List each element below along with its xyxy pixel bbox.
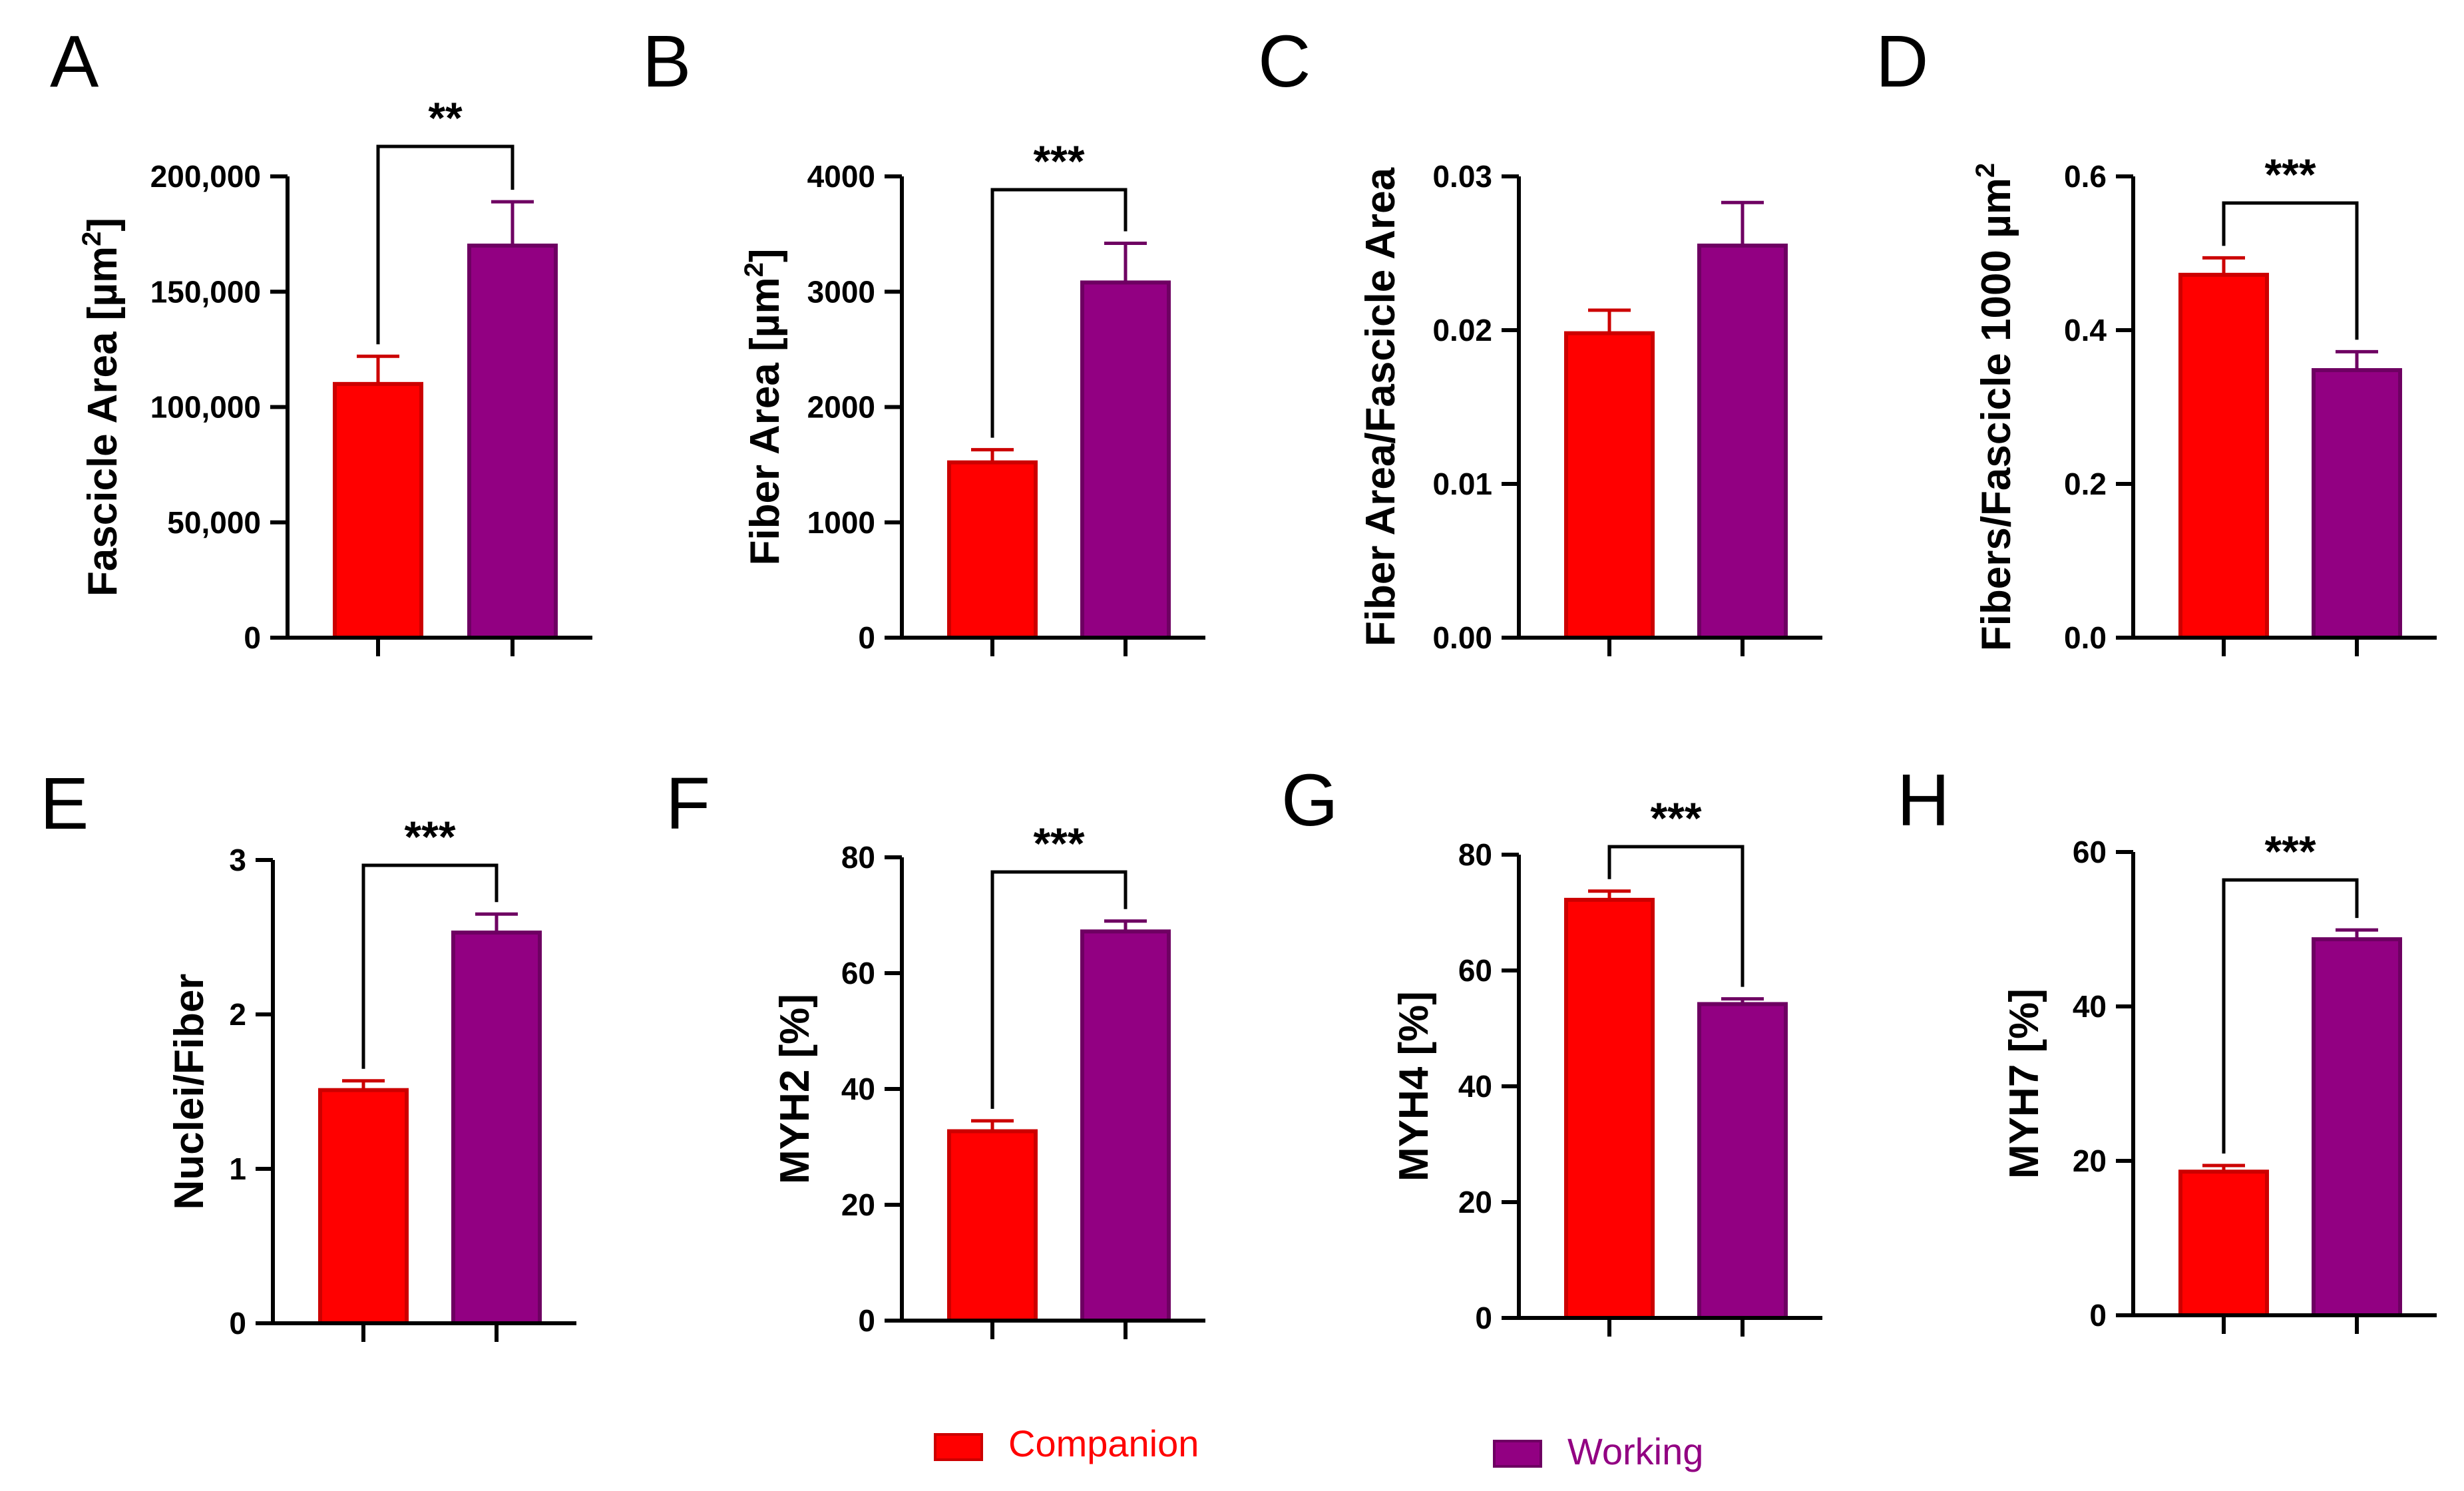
panel-h-bar-companion — [2178, 1170, 2269, 1317]
panel-b-y-axis-title: Fiber Area [µm2] — [739, 249, 788, 566]
panel-f-significance-label: *** — [1033, 819, 1084, 868]
panel-a-y-tick-label: 200,000 — [150, 159, 261, 194]
panel-e-y-tick-label: 3 — [229, 843, 246, 877]
panel-f-y-axis-title: MYH2 [%] — [772, 994, 818, 1184]
panel-e-y-tick-label: 0 — [229, 1306, 246, 1341]
panel-d-y-axis-title: Fibers/Fascicle 1000 µm2 — [1971, 163, 2019, 652]
panel-a-significance-label: ** — [428, 93, 463, 142]
panel-b-y-tick-label: 1000 — [807, 505, 875, 540]
panel-a-y-tick-label: 0 — [244, 620, 261, 655]
panel-a-significance-bracket — [376, 144, 514, 345]
panel-g-y-tick-label: 60 — [1458, 953, 1492, 988]
panel-f-y-tick-label: 40 — [841, 1072, 875, 1106]
panel-d-y-tick-label: 0.6 — [2064, 159, 2107, 194]
panel-e: E 0 1 2 3 Nuclei/Fiber *** — [40, 763, 576, 1342]
panel-f-y-tick-label: 60 — [841, 956, 875, 990]
panel-h-bar-working — [2312, 937, 2402, 1317]
panel-f: F 0 20 40 60 80 MYH2 [%] *** — [666, 763, 1205, 1339]
panel-d: D 0.0 0.2 0.4 0.6 Fibers/Fascicle 1000 µm2 *** — [1876, 21, 2437, 656]
panel-c-y-tick-label: 0.03 — [1432, 159, 1492, 194]
panel-c-bar-companion — [1564, 331, 1655, 640]
panel-h-significance-bracket — [2222, 878, 2359, 1154]
panel-e-bar-working — [451, 931, 542, 1326]
panel-g-bar-companion — [1564, 897, 1655, 1320]
panel-a-y-tick-label: 150,000 — [150, 274, 261, 309]
panel-c: C 0.00 0.01 0.02 0.03 Fiber Area/Fascicle Are… — [1258, 21, 1822, 656]
panel-a-y-tick-label: 100,000 — [150, 390, 261, 425]
legend-swatch-working — [1493, 1440, 1542, 1468]
legend-label-companion: Companion — [1008, 1422, 1199, 1464]
panel-b-bar-working — [1080, 280, 1171, 640]
panel-h-y-axis-title: MYH7 [%] — [2001, 988, 2047, 1179]
legend-label-working: Working — [1567, 1430, 1703, 1472]
panel-h-letter: H — [1897, 759, 1950, 841]
panel-e-bar-companion — [318, 1088, 409, 1326]
panel-b-significance-bracket — [990, 188, 1128, 438]
panel-a-y-tick-label: 50,000 — [167, 505, 261, 540]
panel-e-significance-label: *** — [404, 812, 455, 861]
panel-a-letter: A — [50, 21, 99, 103]
panel-a: A 0 50,000 100,000 150,000 200,000 Fascicle Ar… — [50, 21, 592, 656]
panel-f-bar-companion — [947, 1129, 1038, 1323]
panel-g-y-tick-label: 40 — [1458, 1069, 1492, 1104]
panel-f-letter: F — [666, 763, 710, 845]
panel-d-y-tick-label: 0.4 — [2064, 313, 2107, 347]
panel-e-y-axis-title: Nuclei/Fiber — [166, 974, 212, 1210]
panel-f-y-tick-label: 20 — [841, 1187, 875, 1222]
panel-f-bar-working — [1080, 929, 1171, 1323]
panel-d-y-tick-label: 0.0 — [2064, 620, 2107, 655]
panel-g-y-axis-title: MYH4 [%] — [1391, 991, 1437, 1181]
panel-b-significance-label: *** — [1033, 136, 1084, 186]
panel-c-bar-working — [1697, 243, 1788, 640]
panel-g-bar-working — [1697, 1002, 1788, 1320]
panel-f-y-tick-label: 0 — [858, 1303, 875, 1338]
panel-c-y-tick-label: 0.01 — [1432, 467, 1492, 501]
panel-b-y-tick-label: 4000 — [807, 159, 875, 194]
panel-e-significance-bracket — [361, 863, 499, 1069]
panel-b-y-tick-label: 3000 — [807, 274, 875, 309]
panel-h-y-tick-label: 20 — [2073, 1144, 2107, 1178]
panel-h-y-tick-label: 60 — [2073, 835, 2107, 869]
panel-c-y-tick-label: 0.02 — [1432, 313, 1492, 347]
legend: Companion Working — [934, 1422, 1703, 1472]
panel-g: G 0 20 40 60 80 MYH4 [%] *** — [1281, 759, 1822, 1337]
panel-h-y-tick-label: 40 — [2073, 989, 2107, 1024]
panel-a-bar-working — [467, 243, 558, 640]
panel-g-y-tick-label: 80 — [1458, 837, 1492, 872]
panel-d-letter: D — [1876, 21, 1928, 103]
panel-b-y-tick-label: 2000 — [807, 390, 875, 425]
panel-e-y-tick-label: 1 — [229, 1152, 246, 1186]
panel-a-y-axis-title: Fascicle Area [µm2] — [77, 218, 126, 596]
panel-c-y-tick-label: 0.00 — [1432, 620, 1492, 655]
panel-d-bar-companion — [2178, 272, 2269, 640]
panel-b-y-tick-label: 0 — [858, 620, 875, 655]
panel-f-y-tick-label: 80 — [841, 840, 875, 875]
panel-g-y-tick-label: 20 — [1458, 1185, 1492, 1219]
panel-g-y-tick-label: 0 — [1475, 1301, 1492, 1335]
panel-d-y-tick-label: 0.2 — [2064, 467, 2107, 501]
panel-h: H 0 20 40 60 MYH7 [%] *** — [1897, 759, 2437, 1334]
panel-c-letter: C — [1258, 21, 1311, 103]
panel-h-significance-label: *** — [2264, 827, 2316, 876]
panel-e-y-tick-label: 2 — [229, 997, 246, 1032]
panel-h-y-tick-label: 0 — [2089, 1298, 2107, 1333]
panel-f-significance-bracket — [990, 870, 1128, 1109]
panel-b-letter: B — [642, 21, 691, 103]
panel-d-significance-bracket — [2222, 201, 2359, 340]
panel-d-significance-label: *** — [2264, 150, 2316, 199]
panel-d-bar-working — [2312, 368, 2402, 640]
panel-g-significance-bracket — [1607, 845, 1745, 987]
panel-g-letter: G — [1281, 759, 1338, 841]
legend-swatch-companion — [934, 1433, 983, 1461]
panel-e-letter: E — [40, 763, 89, 845]
panel-b-bar-companion — [947, 460, 1038, 640]
panel-a-bar-companion — [333, 381, 423, 640]
panel-c-y-axis-title: Fiber Area/Fascicle Area — [1358, 167, 1404, 646]
panel-g-significance-label: *** — [1650, 793, 1701, 843]
panel-b: B 0 1000 2000 3000 4000 Fiber Area [µm2] *** — [642, 21, 1205, 656]
